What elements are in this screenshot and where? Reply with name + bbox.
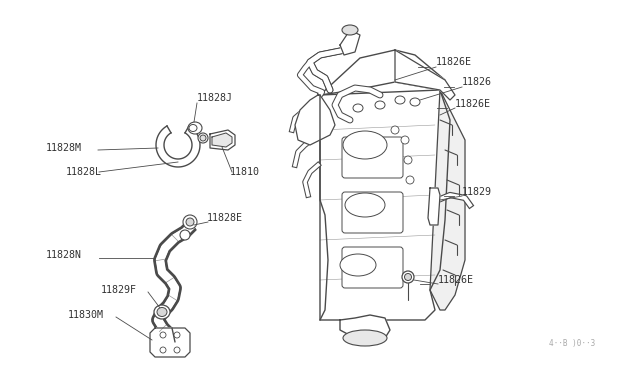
Ellipse shape (401, 136, 409, 144)
Ellipse shape (174, 332, 180, 338)
Ellipse shape (157, 308, 167, 317)
Polygon shape (295, 95, 335, 145)
Ellipse shape (406, 176, 414, 184)
Ellipse shape (404, 156, 412, 164)
Ellipse shape (375, 101, 385, 109)
Ellipse shape (200, 135, 206, 141)
Ellipse shape (188, 122, 202, 134)
Ellipse shape (402, 271, 414, 283)
Ellipse shape (391, 126, 399, 134)
Polygon shape (340, 315, 390, 340)
Ellipse shape (186, 218, 194, 226)
Ellipse shape (410, 98, 420, 106)
Ellipse shape (180, 230, 190, 240)
Ellipse shape (198, 133, 208, 143)
Ellipse shape (345, 193, 385, 217)
Text: 11828J: 11828J (197, 93, 233, 103)
Ellipse shape (342, 25, 358, 35)
Polygon shape (395, 50, 455, 100)
Text: 11830M: 11830M (68, 310, 104, 320)
Ellipse shape (160, 347, 166, 353)
Polygon shape (212, 133, 232, 147)
Text: 11826: 11826 (462, 77, 492, 87)
Ellipse shape (154, 305, 170, 319)
Text: 11828N: 11828N (46, 250, 82, 260)
Ellipse shape (343, 131, 387, 159)
Text: 11829F: 11829F (101, 285, 137, 295)
Polygon shape (210, 130, 235, 150)
FancyBboxPatch shape (342, 247, 403, 288)
Ellipse shape (160, 332, 166, 338)
Polygon shape (320, 90, 450, 320)
Text: 11828E: 11828E (207, 213, 243, 223)
Polygon shape (320, 50, 445, 95)
Ellipse shape (395, 96, 405, 104)
Polygon shape (428, 188, 440, 225)
Polygon shape (340, 30, 360, 55)
Polygon shape (430, 90, 465, 310)
Polygon shape (150, 328, 190, 357)
Text: 11826E: 11826E (436, 57, 472, 67)
Polygon shape (156, 126, 200, 167)
Text: 11829: 11829 (462, 187, 492, 197)
FancyBboxPatch shape (342, 137, 403, 178)
Text: 11810: 11810 (230, 167, 260, 177)
Ellipse shape (353, 104, 363, 112)
Text: 11826E: 11826E (438, 275, 474, 285)
Text: 4··B )0··3: 4··B )0··3 (548, 339, 595, 348)
Ellipse shape (174, 347, 180, 353)
Text: 11826E: 11826E (455, 99, 491, 109)
FancyBboxPatch shape (342, 192, 403, 233)
Ellipse shape (189, 125, 197, 131)
Ellipse shape (340, 254, 376, 276)
Ellipse shape (404, 273, 412, 280)
Text: 11828M: 11828M (46, 143, 82, 153)
Text: 11828L: 11828L (66, 167, 102, 177)
Ellipse shape (343, 330, 387, 346)
Ellipse shape (183, 215, 197, 229)
